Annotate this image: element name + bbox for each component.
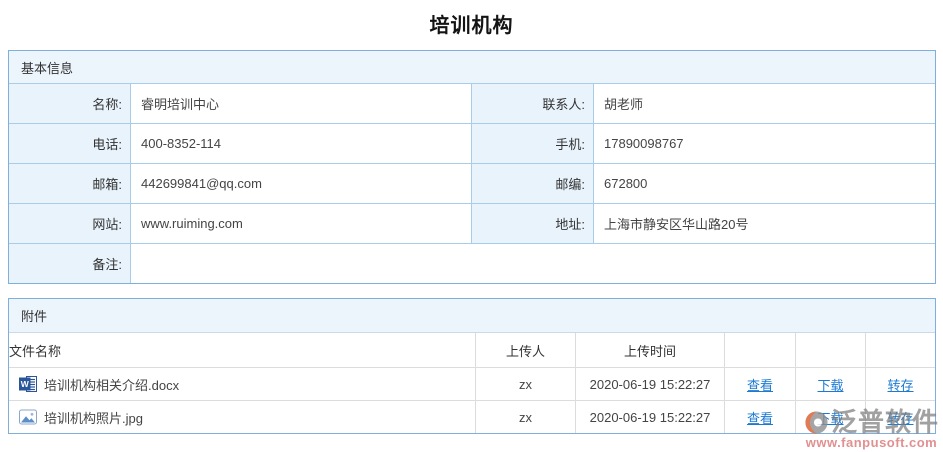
contact-value: 胡老师 <box>592 83 937 124</box>
name-value: 睿明培训中心 <box>130 83 472 124</box>
download-link[interactable]: 下载 <box>817 377 844 393</box>
mobile-value: 17890098767 <box>592 123 937 164</box>
upload-time: 2020-06-19 15:22:27 <box>575 367 725 401</box>
name-label: 名称: <box>8 83 131 124</box>
word-file-icon: W <box>19 375 37 393</box>
saveas-link[interactable]: 转存 <box>887 377 914 393</box>
basic-info-header-row: 基本信息 <box>7 50 937 84</box>
uploader: zx <box>475 367 576 401</box>
address-label: 地址: <box>471 203 594 244</box>
phone-label: 电话: <box>8 123 131 164</box>
saveas-link[interactable]: 转存 <box>887 410 914 426</box>
attachments-column-header-row: 文件名称 上传人 上传时间 <box>8 332 937 368</box>
contact-label: 联系人: <box>471 83 594 124</box>
remark-value <box>129 243 937 284</box>
phone-value: 400-8352-114 <box>130 123 472 164</box>
basic-info-panel: 基本信息 名称: 睿明培训中心 联系人: 胡老师 电话: 400-8352-11… <box>7 50 937 284</box>
file-name: 培训机构相关介绍.docx <box>44 377 180 393</box>
attachment-row: 培训机构照片.jpg zx 2020-06-19 15:22:27 查看 下载 … <box>8 400 937 434</box>
info-row-website-address: 网站: www.ruiming.com 地址: 上海市静安区华山路20号 <box>8 203 937 244</box>
download-link[interactable]: 下载 <box>817 410 844 426</box>
email-value: 442699841@qq.com <box>130 163 472 204</box>
address-value: 上海市静安区华山路20号 <box>592 203 937 244</box>
column-action-download <box>795 332 866 368</box>
info-row-name-contact: 名称: 睿明培训中心 联系人: 胡老师 <box>8 83 937 124</box>
view-link[interactable]: 查看 <box>746 410 773 426</box>
email-label: 邮箱: <box>8 163 131 204</box>
info-row-phone-mobile: 电话: 400-8352-114 手机: 17890098767 <box>8 123 937 164</box>
attachment-row: W 培训机构相关介绍.docx zx 2020-06-19 15:22:27 查… <box>8 367 937 401</box>
info-row-remark: 备注: <box>8 243 937 284</box>
image-file-icon <box>19 408 37 426</box>
postcode-value: 672800 <box>592 163 937 204</box>
view-link[interactable]: 查看 <box>746 377 773 393</box>
watermark-url-text: www.fanpusoft.com <box>805 435 938 450</box>
attachments-section-title: 附件 <box>7 298 937 333</box>
basic-info-section-title: 基本信息 <box>7 50 937 84</box>
svg-text:W: W <box>21 379 30 389</box>
remark-label: 备注: <box>8 243 131 284</box>
postcode-label: 邮编: <box>471 163 594 204</box>
column-uploader: 上传人 <box>475 332 576 368</box>
column-action-saveas <box>864 332 937 368</box>
file-name: 培训机构照片.jpg <box>44 410 143 426</box>
attachments-header-row: 附件 <box>7 298 937 333</box>
website-label: 网站: <box>8 203 131 244</box>
page-title: 培训机构 <box>429 15 514 37</box>
upload-time: 2020-06-19 15:22:27 <box>575 400 725 434</box>
column-upload-time: 上传时间 <box>575 332 725 368</box>
info-row-email-postcode: 邮箱: 442699841@qq.com 邮编: 672800 <box>8 163 937 204</box>
uploader: zx <box>475 400 576 434</box>
attachments-panel: 附件 文件名称 上传人 上传时间 <box>7 298 937 434</box>
mobile-label: 手机: <box>471 123 594 164</box>
column-action-view <box>724 332 796 368</box>
column-file-name: 文件名称 <box>8 332 476 368</box>
website-value: www.ruiming.com <box>130 203 472 244</box>
